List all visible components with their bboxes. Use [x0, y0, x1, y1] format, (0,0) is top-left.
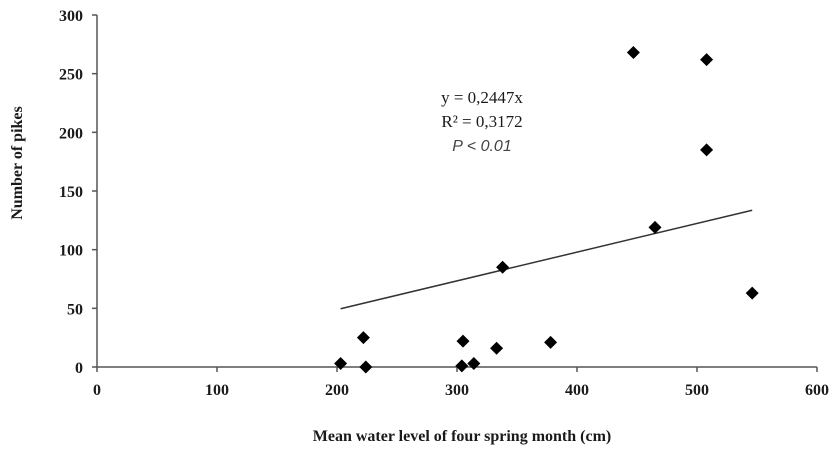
x-axis-ticks: 0 100 200 300 400 500 600 — [93, 367, 829, 399]
y-tick-label: 50 — [67, 301, 83, 318]
data-point — [626, 46, 640, 60]
y-tick-label: 0 — [75, 360, 83, 377]
data-point — [745, 286, 759, 300]
data-point — [648, 220, 662, 234]
data-point — [456, 334, 470, 348]
data-point — [356, 331, 370, 345]
axes: 0 100 200 300 400 500 600 0 50 100 150 200 250 300 — [59, 8, 829, 399]
y-axis-title: Number of pikes — [9, 106, 26, 220]
x-tick-label: 400 — [565, 382, 589, 399]
data-point — [359, 360, 373, 374]
x-tick-label: 200 — [325, 382, 349, 399]
y-tick-label: 150 — [59, 184, 83, 201]
data-point — [455, 359, 469, 373]
x-tick-label: 100 — [205, 382, 229, 399]
trendline — [340, 209, 753, 310]
data-point — [544, 335, 558, 349]
data-point — [334, 356, 348, 370]
y-tick-label: 300 — [59, 8, 83, 25]
r-squared-label: R² = 0,3172 — [441, 112, 522, 131]
x-tick-label: 500 — [685, 382, 709, 399]
x-axis-title: Mean water level of four spring month (c… — [313, 428, 611, 445]
data-points — [334, 46, 759, 374]
data-point — [496, 260, 510, 274]
x-tick-label: 300 — [445, 382, 469, 399]
regression-equation: y = 0,2447x — [441, 88, 523, 107]
x-tick-label: 600 — [805, 382, 829, 399]
y-tick-label: 100 — [59, 243, 83, 260]
data-point — [700, 53, 714, 67]
data-point — [490, 341, 504, 355]
p-value-label: P < 0.01 — [452, 138, 511, 155]
data-point — [700, 143, 714, 157]
y-axis-ticks: 0 50 100 150 200 250 300 — [59, 8, 97, 377]
y-tick-label: 200 — [59, 125, 83, 142]
data-point — [467, 356, 481, 370]
regression-annotation: y = 0,2447x R² = 0,3172 P < 0.01 — [441, 88, 523, 155]
x-tick-label: 0 — [93, 382, 101, 399]
y-tick-label: 250 — [59, 67, 83, 84]
